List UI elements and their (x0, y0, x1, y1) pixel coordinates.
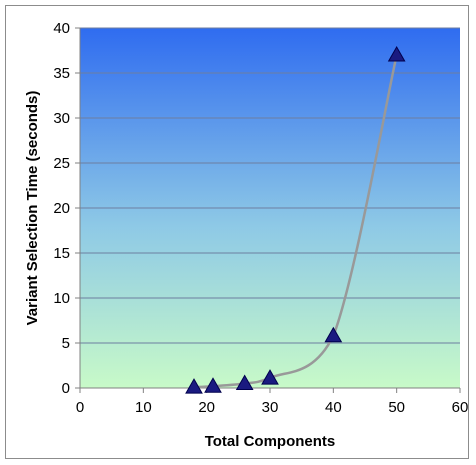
y-tick-label: 15 (53, 245, 70, 262)
x-axis-title: Total Components (205, 433, 336, 450)
data-point-marker (261, 369, 279, 385)
y-tick-label: 0 (62, 380, 70, 397)
data-markers (185, 45, 406, 394)
data-point-marker (324, 326, 343, 343)
x-tick-label: 20 (198, 399, 215, 416)
y-tick-label: 25 (53, 155, 70, 172)
x-tick-label: 40 (325, 399, 342, 416)
y-tick-label: 35 (53, 65, 70, 82)
x-tick-label: 30 (262, 399, 279, 416)
y-tick-label: 40 (53, 20, 70, 37)
data-point-marker (204, 377, 222, 393)
x-tick-label: 10 (135, 399, 152, 416)
x-tick-label: 60 (452, 399, 469, 416)
gridlines (80, 27, 460, 344)
data-point-marker (235, 374, 254, 390)
y-tick-labels: 0 5 10 15 20 25 30 35 40 (53, 20, 70, 397)
x-tick-label: 0 (76, 399, 84, 416)
y-tick-label: 10 (53, 290, 70, 307)
data-point-marker (185, 378, 203, 394)
y-tick-label: 5 (62, 335, 70, 352)
y-axis-title: Variant Selection Time (seconds) (24, 91, 41, 326)
y-tick-label: 20 (53, 200, 70, 217)
x-tick-label: 50 (388, 399, 405, 416)
y-tick-label: 30 (53, 110, 70, 127)
x-tick-labels: 0 10 20 30 40 50 60 (76, 399, 469, 416)
data-point-marker (387, 45, 406, 62)
